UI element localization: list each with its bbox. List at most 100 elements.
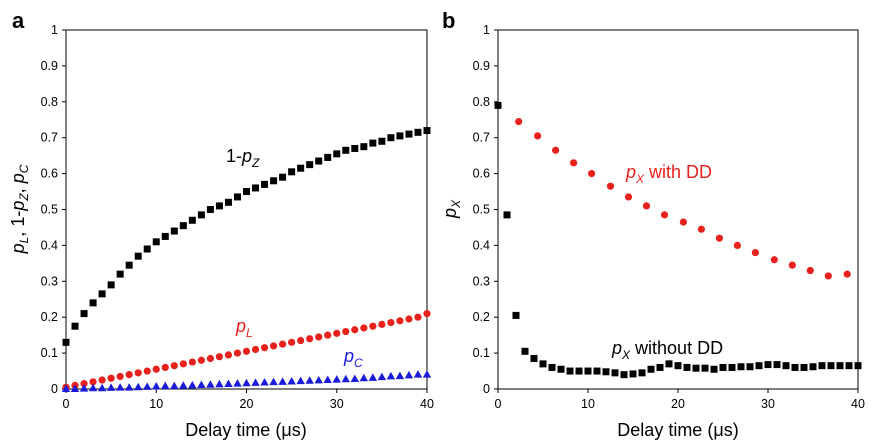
panel-b-label: b bbox=[442, 8, 455, 33]
panel-a-pc-point bbox=[188, 380, 197, 389]
panel-b-dd-point bbox=[806, 266, 814, 275]
panel-a-y-tick-label: 0.4 bbox=[41, 238, 58, 252]
panel-a-pl-point bbox=[405, 315, 413, 323]
panel-a-pl-point bbox=[125, 371, 133, 379]
panel-b-x-tick-label: 20 bbox=[671, 397, 685, 411]
panel-b-nodd-point bbox=[692, 364, 700, 372]
panel-b-nodd-point bbox=[512, 311, 520, 319]
panel-a-pz-point bbox=[71, 322, 79, 330]
panel-a-pz-point bbox=[134, 252, 142, 260]
panel-a-y-tick-label: 0.6 bbox=[41, 167, 58, 181]
panel-a-x-tick-label: 40 bbox=[420, 397, 434, 411]
panel-a-marks bbox=[61, 127, 432, 392]
panel-a-pc-point bbox=[251, 378, 260, 386]
panel-b-nodd-point bbox=[638, 369, 646, 377]
panel-a-pl-point bbox=[387, 318, 395, 327]
panel-b-y-tick-label: 0.3 bbox=[473, 274, 490, 288]
panel-a-pc-point bbox=[404, 370, 414, 379]
panel-a-pl-point bbox=[378, 320, 386, 328]
panel-a-pz-point bbox=[243, 188, 250, 196]
panel-a-pc-point bbox=[134, 382, 143, 391]
panel-a-y-tick-label: 0 bbox=[51, 382, 58, 396]
panel-a-pz-point bbox=[297, 164, 305, 172]
panel-b-y-tick-label: 0.4 bbox=[473, 238, 490, 252]
panel-a-pz-point bbox=[170, 227, 178, 235]
panel-b-dd-point bbox=[697, 225, 706, 233]
panel-a-pl-point bbox=[107, 374, 115, 382]
panel-a-pl-point bbox=[116, 372, 124, 381]
panel-a-pl-point bbox=[396, 317, 404, 325]
panel-a-pl-point bbox=[242, 347, 251, 355]
panel-b-nodd-point bbox=[665, 360, 673, 368]
panel-a-pc-point bbox=[368, 373, 378, 381]
panel-b-nodd-point bbox=[719, 363, 727, 371]
panel-a-pz-point bbox=[107, 281, 115, 289]
panel-b-dd-point bbox=[642, 202, 651, 210]
panel-a-pz-point bbox=[152, 238, 160, 246]
panel-a-pc-point bbox=[79, 384, 89, 392]
panel-b-nodd-point bbox=[521, 347, 529, 355]
panel-a-pz-point bbox=[270, 177, 278, 185]
panel-a-y-tick-label: 1 bbox=[51, 23, 58, 37]
panel-a-ticks: 00.10.20.30.40.50.60.70.80.910 10 20 30 40 bbox=[41, 23, 434, 411]
panel-a-pc-point bbox=[115, 383, 125, 391]
panel-a-y-tick-label: 0.5 bbox=[41, 203, 58, 217]
panel-a-pz-point bbox=[396, 132, 404, 140]
panel-b-y-tick-label: 0.2 bbox=[473, 310, 490, 324]
panel-b-nodd-point bbox=[539, 360, 547, 368]
panel-a-pc-point bbox=[206, 380, 215, 388]
panel-b-nodd-point bbox=[827, 362, 835, 370]
panel-a-pc-point bbox=[341, 374, 350, 383]
panel-a-y-tick-label: 0.1 bbox=[41, 346, 58, 360]
panel-a-pl-point bbox=[251, 345, 260, 354]
panel-b-nodd-point bbox=[737, 363, 745, 371]
panel-a-y-axis-label: pL, 1-pZ, pC bbox=[8, 164, 31, 254]
panel-b-nodd-point bbox=[854, 362, 862, 370]
panel-a-pl-point bbox=[423, 310, 431, 318]
panel-b-nodd-point bbox=[548, 363, 556, 371]
panel-a-pz-point bbox=[233, 193, 241, 201]
panel-b-nodd-point bbox=[566, 367, 574, 375]
panel-a-pl-point bbox=[288, 338, 296, 346]
panel-b-nodd-point bbox=[620, 371, 628, 379]
panel-a-pl-point bbox=[170, 362, 178, 370]
panel-a-pc-point bbox=[61, 384, 71, 392]
panel-a-y-tick-label: 0.8 bbox=[41, 95, 58, 109]
panel-a-annotation-1-pz: 1-pZ bbox=[226, 146, 260, 170]
panel-b-dd-point bbox=[824, 272, 832, 280]
panel-a-pz-point bbox=[351, 144, 359, 152]
panel-a-pl-point bbox=[333, 329, 341, 337]
panel-b-y-tick-label: 0.5 bbox=[473, 203, 490, 217]
panel-a-pz-point bbox=[333, 150, 341, 158]
panel-b-nodd-point bbox=[647, 365, 655, 373]
panel-b-nodd-point bbox=[809, 363, 817, 371]
panel-a-pl-point bbox=[89, 378, 97, 386]
panel-b-plot-frame bbox=[497, 29, 859, 390]
panel-a-pl-point bbox=[206, 354, 214, 363]
panel-a-pl-point bbox=[197, 356, 205, 364]
panel-b-nodd-point bbox=[575, 367, 583, 375]
panel-a-x-tick-label: 0 bbox=[63, 397, 70, 411]
panel-b-nodd-point bbox=[602, 368, 610, 376]
panel-a-pl-point bbox=[188, 358, 196, 366]
panel-a-pz-point bbox=[405, 130, 413, 138]
panel-a-pc-point bbox=[413, 370, 423, 378]
panel-a-pl-point bbox=[279, 340, 287, 348]
panel-a-pl-point bbox=[179, 360, 187, 368]
panel-b-dd-point bbox=[534, 132, 542, 140]
panel-a-x-tick-label: 20 bbox=[240, 397, 254, 411]
panel-a-pc-point bbox=[269, 377, 278, 386]
panel-a-pc-point bbox=[359, 373, 369, 382]
panel-b-nodd-point bbox=[674, 362, 682, 370]
panel-b-dd-point bbox=[624, 193, 633, 201]
panel-a-pc-point bbox=[422, 370, 432, 378]
panel-a-pz-point bbox=[342, 146, 350, 154]
panel-b-y-tick-label: 1 bbox=[483, 23, 490, 37]
panel-b-dd-point bbox=[588, 170, 596, 178]
panel-a-pc-point bbox=[260, 378, 269, 386]
panel-b-x-tick-label: 10 bbox=[581, 397, 595, 411]
panel-b-x-tick-label: 40 bbox=[851, 397, 865, 411]
panel-a-pc-point bbox=[350, 374, 359, 382]
panel-a-pl-point bbox=[324, 331, 332, 339]
panel-a-pz-point bbox=[378, 137, 386, 145]
